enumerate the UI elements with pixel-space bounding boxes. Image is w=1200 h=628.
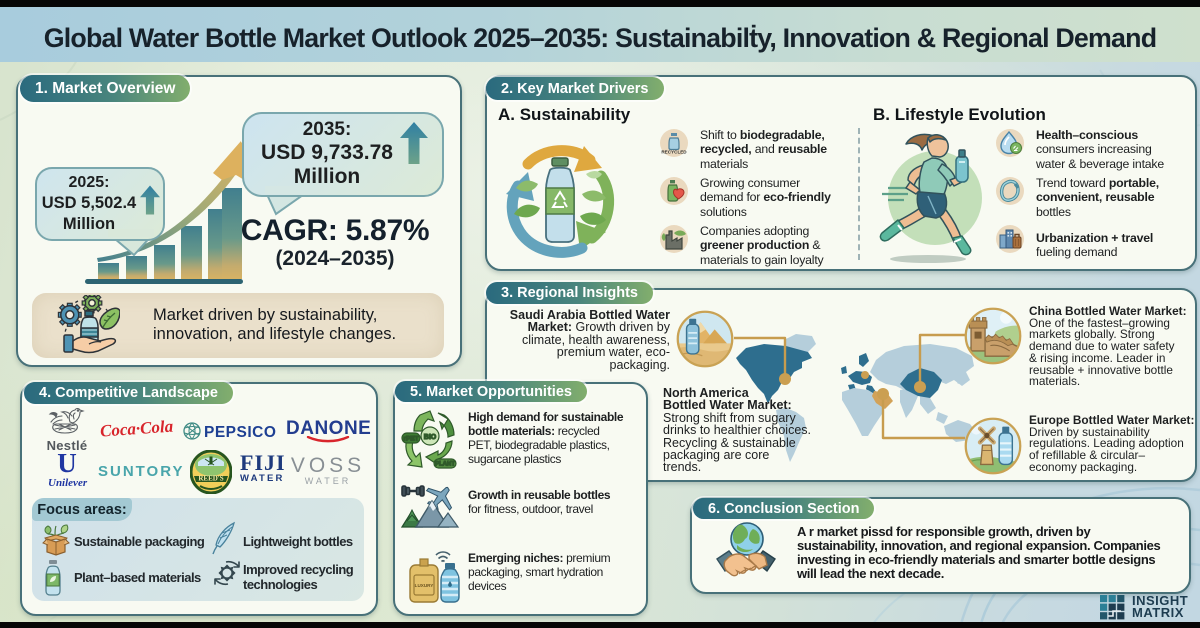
svg-text:rPET: rPET [403,436,418,443]
svg-text:RECYCLED: RECYCLED [661,150,687,155]
svg-text:REED'S: REED'S [198,475,223,483]
svg-text:LUXURY: LUXURY [415,583,434,588]
svg-text:BIO: BIO [424,434,437,441]
svg-text:PLANT: PLANT [435,462,455,468]
